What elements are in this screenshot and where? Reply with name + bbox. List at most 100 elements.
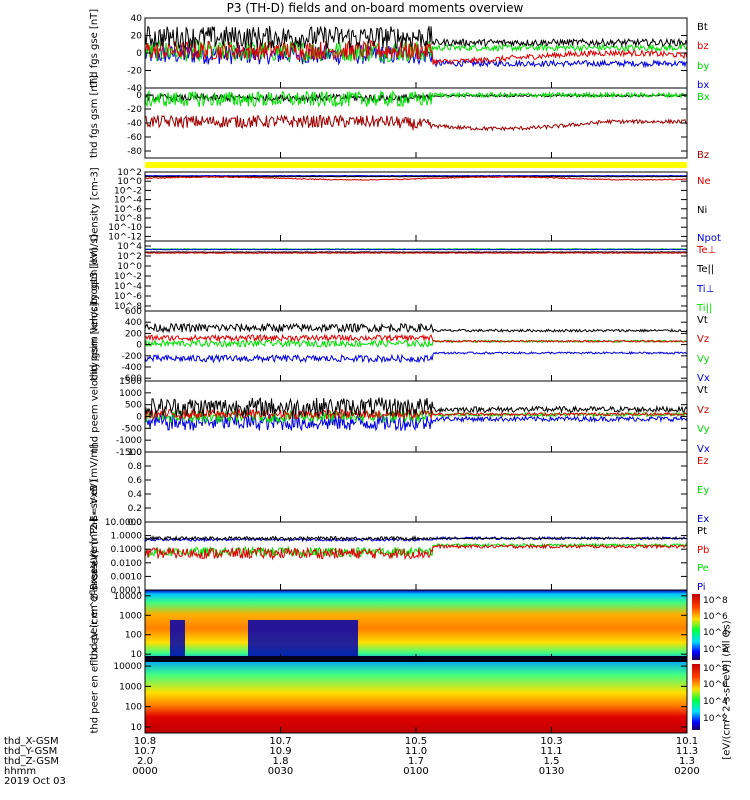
electron-spectrogram	[145, 660, 687, 733]
y-tick-label: 10^-8	[114, 214, 142, 224]
legend-Vz: Vz	[697, 404, 710, 416]
y-tick-label: -20	[127, 67, 142, 77]
legend-Ni: Ni	[697, 204, 708, 216]
y-tick-label: 0.6	[128, 476, 143, 486]
y-tick-label: 0.0001	[111, 586, 143, 596]
y-tick-label: -600	[122, 374, 143, 384]
x-tick-label: 1.5	[543, 756, 560, 767]
legend-Pt: Pt	[697, 526, 707, 537]
y-tick-label: 1500	[119, 377, 142, 387]
colorbar-title: [eV/(cm^2-s-sr-eV)] (All Qs)	[721, 620, 733, 760]
series-line-Vt	[144, 322, 688, 334]
y-tick-label: 10^-10	[108, 223, 142, 233]
y-tick-label: -1500	[116, 448, 142, 458]
y-tick-label: 10000	[113, 592, 142, 602]
legend-Npot: Npot	[697, 233, 721, 244]
panel-frame-efield	[144, 451, 688, 523]
legend-Ex: Ex	[697, 514, 710, 525]
x-tick-label: 10.7	[269, 736, 292, 747]
y-tick-label: -60	[127, 133, 142, 143]
legend-Pi: Pi	[697, 582, 706, 593]
y-tick-label: 10	[131, 650, 143, 660]
y-tick-label: 10^-6	[114, 292, 142, 302]
ion-lowflux-region	[248, 620, 358, 660]
y-tick-label: 1000	[119, 682, 142, 692]
legend-Pb: Pb	[697, 544, 710, 556]
y-tick-label: 500	[125, 401, 142, 411]
x-tick-label: 10.1	[675, 736, 699, 747]
colorbar-tick-label: 10^8	[703, 664, 728, 674]
colorbar-electron	[692, 664, 700, 730]
legend-Te⊥: Te⊥	[697, 245, 717, 256]
series-line-bz	[144, 39, 688, 66]
colorbar-ion	[692, 594, 700, 660]
y-tick-label: 10^-6	[114, 205, 142, 215]
series-line-Pb	[144, 543, 688, 561]
x-tick-label: 1.7	[408, 756, 424, 767]
y-tick-label: 200	[125, 329, 142, 339]
legend-Ti⊥: Ti⊥	[697, 283, 715, 295]
y-tick-label: 0	[136, 413, 142, 423]
y-tick-label: 10	[131, 723, 143, 733]
colorbar-tick-label: 10^2	[703, 645, 728, 655]
legend-Ti||: Ti||	[697, 303, 713, 314]
date-label: 2019 Oct 03	[4, 776, 66, 787]
legend-Bx: Bx	[697, 92, 710, 103]
legend-Vt: Vt	[697, 385, 708, 396]
legend-Vy: Vy	[697, 353, 710, 365]
series-line-Bz	[144, 114, 688, 132]
x-tick-label: 10.8	[133, 736, 157, 747]
legend-bx: bx	[697, 80, 710, 91]
y-axis-label: thd fgs gsm [nT]	[89, 75, 100, 158]
y-tick-label: 0	[136, 49, 142, 59]
legend-Bt: Bt	[697, 22, 708, 33]
y-tick-label: 10^-12	[108, 232, 142, 242]
x-tick-label: 0200	[674, 766, 700, 777]
y-tick-label: 0	[136, 91, 142, 101]
x-row-label: hhmm	[4, 766, 37, 777]
x-tick-label: 10.5	[404, 736, 428, 747]
series-line-Vt	[144, 397, 688, 418]
series-line-Vx	[144, 350, 688, 364]
colorbar-tick-label: 10^6	[703, 680, 728, 690]
y-tick-label: 10^-2	[114, 272, 142, 282]
legend-Te||: Te||	[697, 264, 715, 276]
y-tick-label: 10^-4	[114, 282, 142, 292]
x-tick-label: 2.0	[137, 756, 153, 767]
colorbar-tick-label: 10^2	[703, 714, 728, 724]
y-tick-label: -40	[127, 119, 142, 129]
x-tick-label: 10.7	[133, 746, 157, 757]
y-tick-label: -20	[127, 105, 142, 115]
x-tick-label: 0030	[267, 766, 294, 777]
x-tick-label: 10.3	[540, 736, 563, 747]
series-line-Pt	[144, 534, 688, 542]
y-tick-label: 1.0	[128, 448, 143, 458]
y-tick-label: 0.0100	[111, 559, 143, 569]
y-tick-label: 100	[125, 703, 142, 713]
series-line-Vy	[144, 338, 688, 349]
legend-Pe: Pe	[697, 563, 709, 575]
y-tick-label: -1000	[116, 436, 142, 446]
y-tick-label: 40	[131, 14, 143, 24]
x-tick-label: 0000	[132, 766, 158, 777]
y-tick-label: 20	[131, 32, 143, 42]
y-axis-label: thd peer en eflux eV (cm^2-s- sr-eV)	[89, 548, 100, 733]
colorbar-tick-label: 10^8	[703, 596, 728, 606]
legend-Vt: Vt	[697, 315, 708, 326]
y-axis-label: thd peem velocity gsm [km/s]	[89, 301, 100, 452]
legend-Vx: Vx	[697, 444, 710, 455]
y-tick-label: 100	[125, 631, 142, 641]
x-tick-label: 11.3	[675, 746, 699, 757]
y-tick-label: 400	[125, 318, 142, 328]
quality-flag-bar	[145, 162, 687, 168]
legend-Ne: Ne	[697, 176, 711, 187]
x-tick-label: 1.3	[679, 756, 695, 767]
y-tick-label: 0	[136, 341, 142, 351]
y-tick-label: 10.0000	[105, 518, 142, 528]
y-tick-label: 10^0	[117, 177, 142, 187]
legend-Vz: Vz	[697, 334, 710, 346]
panel-frame-fgs-gsm	[144, 87, 688, 159]
legend-Vy: Vy	[697, 424, 710, 436]
y-tick-label: 10000	[113, 662, 142, 672]
ion-spectrogram	[145, 590, 687, 660]
